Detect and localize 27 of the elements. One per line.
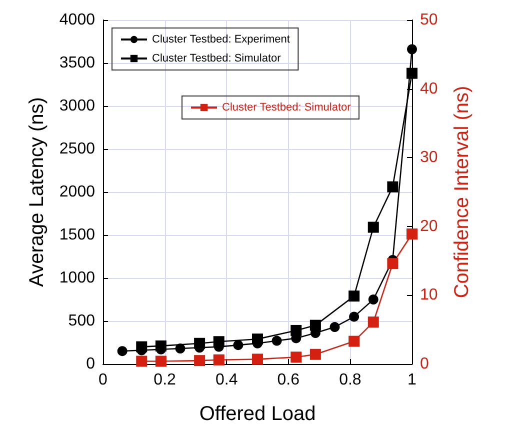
legend-label: Cluster Testbed: Simulator bbox=[152, 52, 282, 64]
x-tick-label: 0.8 bbox=[339, 372, 362, 388]
y-tick-label: 1000 bbox=[59, 270, 96, 286]
y-tick-label: 2000 bbox=[59, 184, 96, 200]
y2-axis-title: Confidence Interval (ns) bbox=[451, 86, 473, 298]
y-tick-label: 0 bbox=[86, 356, 96, 372]
y2-tick-label: 30 bbox=[420, 149, 438, 166]
x-axis-title: Offered Load bbox=[199, 403, 316, 425]
x-tick-label: 0.6 bbox=[277, 372, 300, 388]
y2-tick-label: 40 bbox=[420, 80, 438, 98]
y-tick-label: 1500 bbox=[59, 226, 96, 244]
y2-tick-label: 10 bbox=[420, 286, 438, 304]
y-tick-label: 3500 bbox=[59, 54, 96, 72]
y-tick-label: 4000 bbox=[59, 12, 96, 28]
y2-tick-label: 0 bbox=[420, 356, 429, 372]
y-tick-label: 3000 bbox=[59, 98, 96, 114]
x-tick-label: 0.4 bbox=[215, 372, 238, 388]
legend-label: Cluster Testbed: Experiment bbox=[152, 34, 290, 46]
legend-label: Cluster Testbed: Simulator bbox=[222, 102, 352, 114]
x-tick-label: 0 bbox=[98, 372, 108, 388]
y-tick-label: 2500 bbox=[59, 140, 96, 158]
y2-tick-label: 50 bbox=[420, 12, 438, 28]
y-tick-label: 500 bbox=[68, 312, 96, 330]
x-tick-label: 1 bbox=[408, 372, 417, 388]
y-axis-title: Average Latency (ns) bbox=[26, 97, 48, 287]
y2-tick-label: 20 bbox=[420, 218, 438, 235]
x-tick-label: 0.2 bbox=[154, 372, 176, 388]
